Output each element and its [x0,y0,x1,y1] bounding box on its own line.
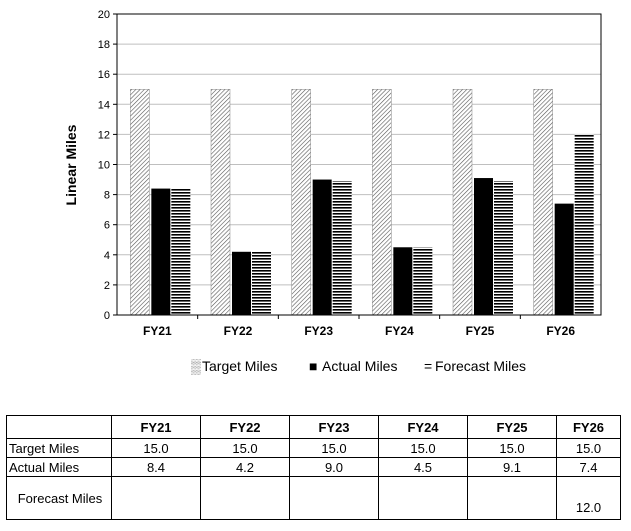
bar-target [452,89,473,316]
legend-label-target: Target Miles [202,358,277,374]
bar-forecast [332,181,352,315]
legend: ▒ Target Miles ■ Actual Miles = Forecast… [191,358,526,375]
bar-forecast [494,181,513,315]
table-cell: 7.4 [556,457,621,477]
legend-marker-forecast: = [424,358,432,374]
table-header-cell: FY22 [200,415,290,439]
bar-target [210,89,231,316]
table-row-label: Forecast Miles [6,476,112,520]
legend-marker-actual: ■ [309,358,317,374]
table-cell [289,476,379,520]
table-cell: 15.0 [289,438,379,458]
x-tick-label: FY23 [304,324,333,338]
bar-actual [393,247,413,315]
legend-item-forecast: = Forecast Miles [424,358,526,374]
bar-target [533,89,553,316]
legend-marker-target: ▒ [191,358,201,375]
x-tick-label: FY22 [224,324,253,338]
table-cell: 15.0 [378,438,468,458]
bar-actual [312,179,332,315]
table-cell: 15.0 [467,438,557,458]
table-cell [378,476,468,520]
table-row: Actual Miles 8.4 4.2 9.0 4.5 9.1 7.4 [6,457,621,477]
table-cell: 15.0 [556,438,621,458]
y-tick-label: 14 [98,99,110,111]
legend-item-actual: ■ Actual Miles [309,358,397,374]
bar-target [372,89,392,316]
table-row: Target Miles 15.0 15.0 15.0 15.0 15.0 15… [6,438,621,458]
bar-target [130,89,150,316]
bar-forecast [574,134,594,315]
table-header-cell: FY24 [378,415,468,439]
y-tick-label: 8 [104,190,110,202]
bar-actual [151,188,171,315]
x-tick-label: FY25 [466,324,495,338]
bar-actual [232,251,251,315]
bar-target [291,89,311,316]
table-cell: 9.1 [467,457,557,477]
y-tick-label: 6 [104,220,110,232]
legend-label-actual: Actual Miles [322,358,397,374]
bar-actual [474,178,493,315]
y-tick-label: 2 [104,280,110,292]
y-tick-label: 10 [98,160,110,172]
bar-forecast [413,247,433,315]
bar-actual [554,203,574,315]
x-tick-label: FY24 [385,324,414,338]
y-axis-title: Linear Miles [63,124,79,205]
table-row-label: Actual Miles [6,457,112,477]
table-row-label: Target Miles [6,438,112,458]
bar-forecast [171,188,191,315]
table-header-cell [6,415,112,439]
table-cell: 8.4 [111,457,201,477]
y-tick-label: 16 [98,69,110,81]
legend-item-target: ▒ Target Miles [191,358,277,375]
y-tick-label: 4 [104,250,110,262]
legend-label-forecast: Forecast Miles [435,358,526,374]
y-tick-label: 18 [98,39,110,51]
table-cell: 9.0 [289,457,379,477]
table-row: Forecast Miles 12.0 [6,476,621,520]
table-cell [467,476,557,520]
bar-chart: 0 2 4 6 8 10 12 14 16 18 20 FY21 FY22 FY23 FY24 FY25 FY2… [63,9,602,375]
data-table: FY21 FY22 FY23 FY24 FY25 FY26 Target Mil… [6,415,621,520]
axes: 0 2 4 6 8 10 12 14 16 18 20 FY21 FY22 FY23 FY24 FY25 FY2… [98,9,602,338]
table-cell: 4.2 [200,457,290,477]
table-cell: 15.0 [200,438,290,458]
table-cell: 4.5 [378,457,468,477]
table-header-row: FY21 FY22 FY23 FY24 FY25 FY26 [6,415,621,439]
table-header-cell: FY25 [467,415,557,439]
bar-forecast [252,251,271,315]
x-tick-label: FY21 [143,324,172,338]
table-header-cell: FY23 [289,415,379,439]
table-cell [200,476,290,520]
table-cell: 15.0 [111,438,201,458]
table-header-cell: FY26 [556,415,621,439]
table-cell: 12.0 [556,476,621,520]
bars [130,89,594,316]
table-header-cell: FY21 [111,415,201,439]
y-tick-label: 0 [104,310,110,322]
y-tick-label: 12 [98,129,110,141]
x-tick-label: FY26 [546,324,575,338]
table-cell [111,476,201,520]
y-tick-label: 20 [98,9,110,21]
